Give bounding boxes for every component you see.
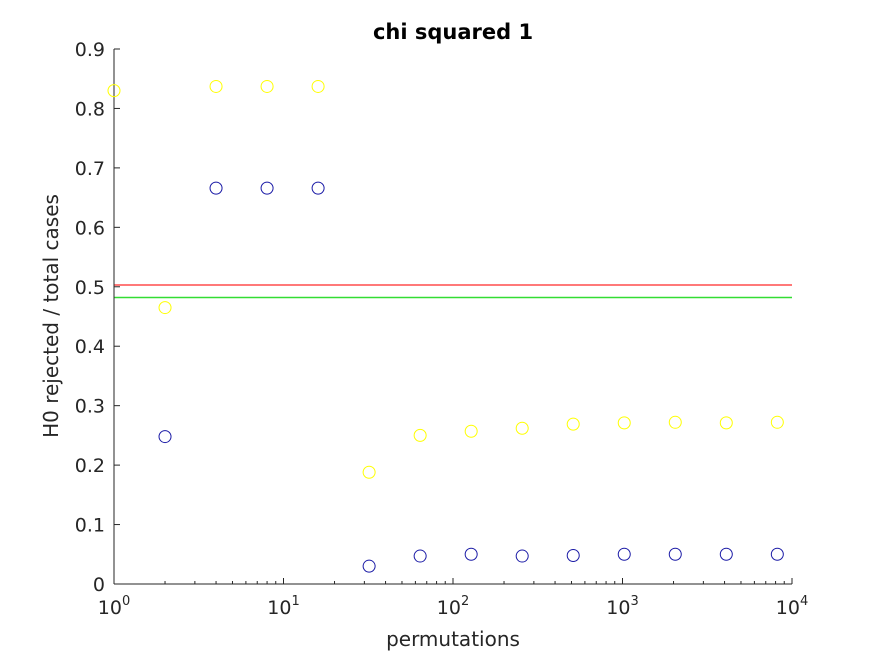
data-point-series-2: [770, 547, 784, 561]
data-point-series-1: [464, 424, 478, 438]
data-point-series-1: [719, 416, 733, 430]
y-tick-label: 0.9: [75, 39, 105, 61]
chart-title: chi squared 1: [373, 20, 533, 44]
x-axis-label: permutations: [386, 627, 520, 651]
data-point-series-1: [311, 79, 325, 93]
data-point-series-2: [617, 547, 631, 561]
x-tick-label: 102: [437, 594, 469, 619]
y-tick-label: 0.2: [75, 455, 105, 477]
y-tick-label: 0.7: [75, 158, 105, 180]
y-tick-label: 0.1: [75, 515, 105, 537]
y-tick-label: 0.6: [75, 217, 105, 239]
y-tick-label: 0.3: [75, 396, 105, 418]
plot-area: 0 0.1 0.2 0.3 0.4 0.5 0.6 0.7 0.8 0.9 100 101 102 103…: [75, 39, 808, 619]
data-point-series-2: [362, 559, 376, 573]
y-axis-label: H0 rejected / total cases: [39, 194, 63, 438]
y-tick-label: 0.4: [75, 336, 105, 358]
data-point-series-2: [719, 547, 733, 561]
data-point-series-2: [464, 547, 478, 561]
data-point-series-1: [668, 415, 682, 429]
x-tick-label: 100: [98, 594, 130, 619]
data-point-series-2: [515, 549, 529, 563]
data-point-series-2: [209, 181, 223, 195]
data-point-series-1: [617, 416, 631, 430]
data-point-series-2: [566, 548, 580, 562]
y-tick-label: 0.8: [75, 98, 105, 120]
data-point-series-1: [362, 465, 376, 479]
data-point-series-2: [413, 549, 427, 563]
data-point-series-1: [260, 79, 274, 93]
y-tick-label: 0: [93, 574, 105, 596]
data-point-series-2: [668, 547, 682, 561]
data-point-series-1: [413, 428, 427, 442]
data-point-series-2: [158, 430, 172, 444]
data-point-series-1: [107, 84, 121, 98]
data-point-series-2: [260, 181, 274, 195]
y-tick-label: 0.5: [75, 277, 105, 299]
data-point-series-1: [515, 421, 529, 435]
data-point-series-1: [770, 415, 784, 429]
x-tick-label: 103: [606, 594, 638, 619]
x-tick-label: 104: [776, 594, 808, 619]
data-point-series-1: [566, 417, 580, 431]
data-point-series-2: [311, 181, 325, 195]
data-point-series-1: [209, 79, 223, 93]
data-point-series-1: [158, 301, 172, 315]
x-tick-label: 101: [267, 594, 299, 619]
